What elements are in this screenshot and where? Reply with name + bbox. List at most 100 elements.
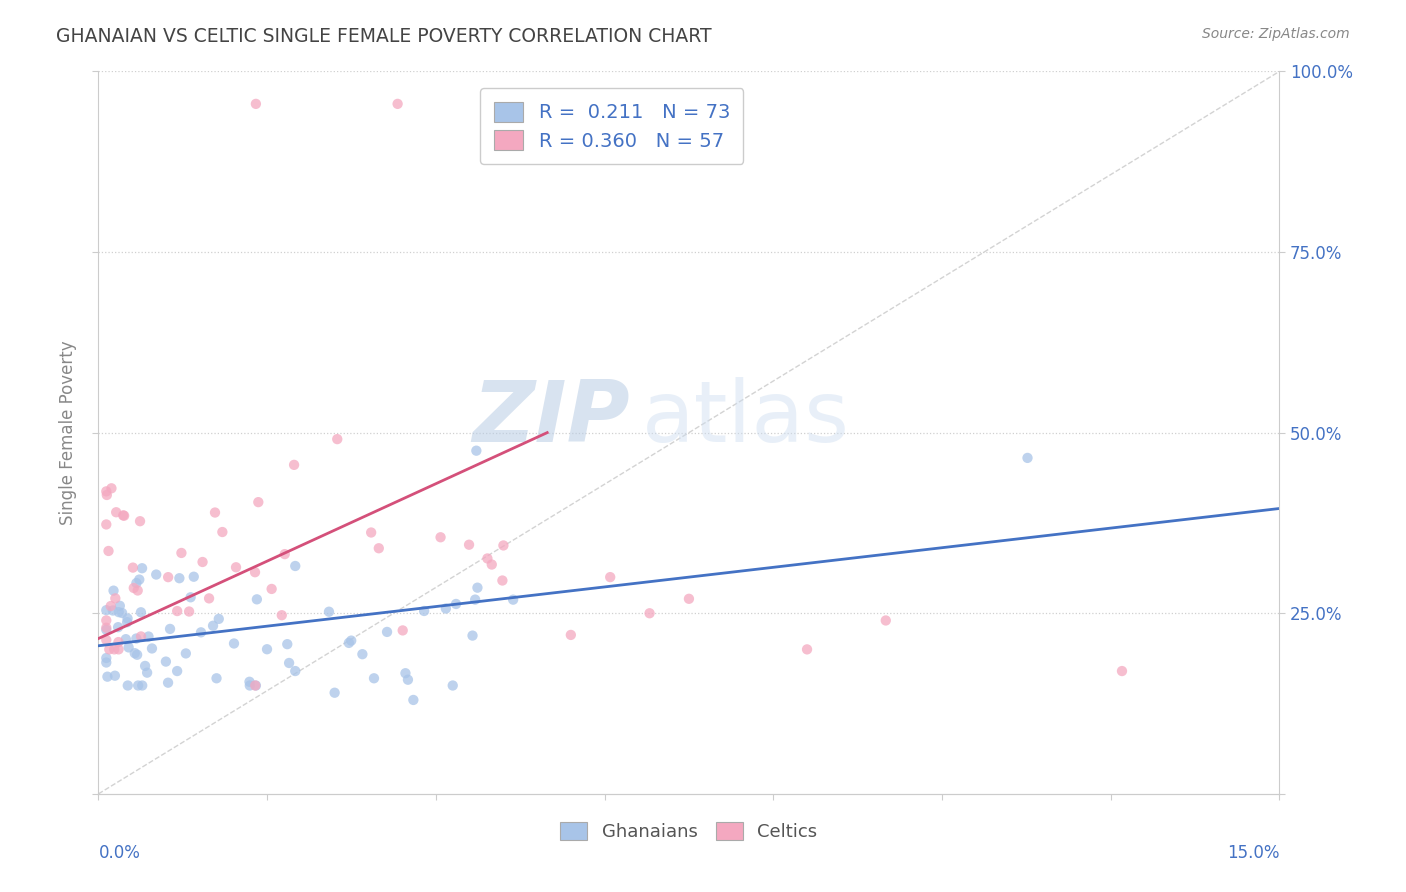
Point bbox=[107, 642, 129, 657]
Point bbox=[117, 611, 139, 625]
Point bbox=[1111, 664, 1133, 678]
Point bbox=[352, 647, 374, 661]
Point bbox=[502, 592, 524, 607]
Point bbox=[481, 558, 503, 572]
Point bbox=[179, 605, 201, 619]
Point bbox=[198, 591, 221, 606]
Point bbox=[103, 583, 125, 598]
Point bbox=[122, 560, 145, 574]
Point bbox=[117, 640, 139, 655]
Point bbox=[145, 567, 167, 582]
Point bbox=[238, 674, 260, 689]
Point bbox=[96, 488, 118, 502]
Point bbox=[141, 641, 163, 656]
Point bbox=[278, 656, 301, 670]
Point bbox=[107, 635, 129, 649]
Legend: Ghanaians, Celtics: Ghanaians, Celtics bbox=[551, 813, 827, 850]
Point bbox=[429, 530, 451, 544]
Point bbox=[107, 605, 129, 619]
Point bbox=[274, 547, 297, 561]
Point bbox=[283, 458, 305, 472]
Point bbox=[326, 432, 349, 446]
Point bbox=[246, 592, 269, 607]
Point bbox=[560, 628, 582, 642]
Point bbox=[96, 651, 118, 665]
Point bbox=[96, 603, 118, 617]
Point bbox=[170, 546, 193, 560]
Point bbox=[155, 655, 177, 669]
Point bbox=[96, 614, 118, 628]
Point bbox=[190, 625, 212, 640]
Text: atlas: atlas bbox=[641, 376, 849, 459]
Point bbox=[105, 505, 128, 519]
Point bbox=[101, 603, 124, 617]
Text: GHANAIAN VS CELTIC SINGLE FEMALE POVERTY CORRELATION CHART: GHANAIAN VS CELTIC SINGLE FEMALE POVERTY… bbox=[56, 27, 711, 45]
Point bbox=[125, 632, 148, 646]
Point bbox=[180, 591, 202, 605]
Point bbox=[276, 637, 298, 651]
Point bbox=[183, 570, 205, 584]
Point bbox=[134, 659, 156, 673]
Text: 0.0%: 0.0% bbox=[98, 845, 141, 863]
Point bbox=[599, 570, 621, 584]
Point bbox=[394, 666, 416, 681]
Point bbox=[284, 664, 307, 678]
Text: ZIP: ZIP bbox=[472, 376, 630, 459]
Point bbox=[360, 525, 382, 540]
Point bbox=[260, 582, 283, 596]
Point bbox=[166, 604, 188, 618]
Point bbox=[391, 624, 413, 638]
Point bbox=[467, 581, 489, 595]
Point bbox=[211, 524, 233, 539]
Point bbox=[323, 686, 346, 700]
Point bbox=[127, 648, 149, 662]
Point bbox=[243, 565, 266, 579]
Point bbox=[402, 693, 425, 707]
Point bbox=[458, 538, 481, 552]
Point bbox=[638, 607, 661, 621]
Point bbox=[159, 622, 181, 636]
Point bbox=[124, 646, 146, 660]
Point bbox=[96, 623, 118, 637]
Point bbox=[127, 583, 149, 598]
Point bbox=[464, 592, 486, 607]
Point bbox=[413, 604, 436, 618]
Point bbox=[491, 574, 513, 588]
Point bbox=[245, 678, 267, 692]
Point bbox=[100, 481, 122, 495]
Point bbox=[108, 599, 131, 613]
Point bbox=[284, 559, 307, 574]
Point bbox=[239, 678, 262, 692]
Point bbox=[245, 96, 267, 111]
Point bbox=[100, 599, 122, 613]
Point bbox=[131, 561, 153, 575]
Point bbox=[129, 629, 152, 643]
Point bbox=[174, 647, 197, 661]
Point bbox=[396, 673, 419, 687]
Point bbox=[796, 642, 818, 657]
Point bbox=[169, 571, 191, 585]
Point bbox=[191, 555, 214, 569]
Point bbox=[96, 656, 118, 670]
Point bbox=[107, 620, 129, 634]
Point bbox=[318, 605, 340, 619]
Point bbox=[204, 506, 226, 520]
Point bbox=[477, 551, 499, 566]
Point bbox=[96, 484, 118, 499]
Point bbox=[104, 669, 127, 683]
Point bbox=[96, 670, 118, 684]
Point bbox=[138, 630, 160, 644]
Point bbox=[122, 581, 145, 595]
Point bbox=[678, 591, 700, 606]
Point bbox=[112, 508, 135, 523]
Point bbox=[104, 591, 127, 606]
Point bbox=[256, 642, 278, 657]
Point bbox=[202, 619, 225, 633]
Point bbox=[127, 678, 149, 692]
Point bbox=[115, 632, 138, 647]
Point bbox=[1017, 450, 1039, 465]
Point bbox=[363, 671, 385, 685]
Point bbox=[97, 544, 120, 558]
Point bbox=[125, 576, 148, 591]
Point bbox=[247, 495, 270, 509]
